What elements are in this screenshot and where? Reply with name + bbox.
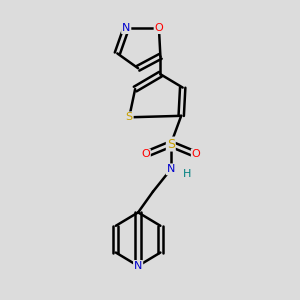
Text: O: O — [154, 23, 163, 33]
Text: H: H — [183, 169, 191, 179]
Text: N: N — [167, 164, 175, 174]
Text: N: N — [134, 261, 142, 271]
Text: S: S — [126, 112, 133, 122]
Text: O: O — [192, 149, 200, 160]
Text: N: N — [122, 23, 130, 33]
Text: O: O — [141, 149, 150, 160]
Text: S: S — [167, 138, 175, 151]
